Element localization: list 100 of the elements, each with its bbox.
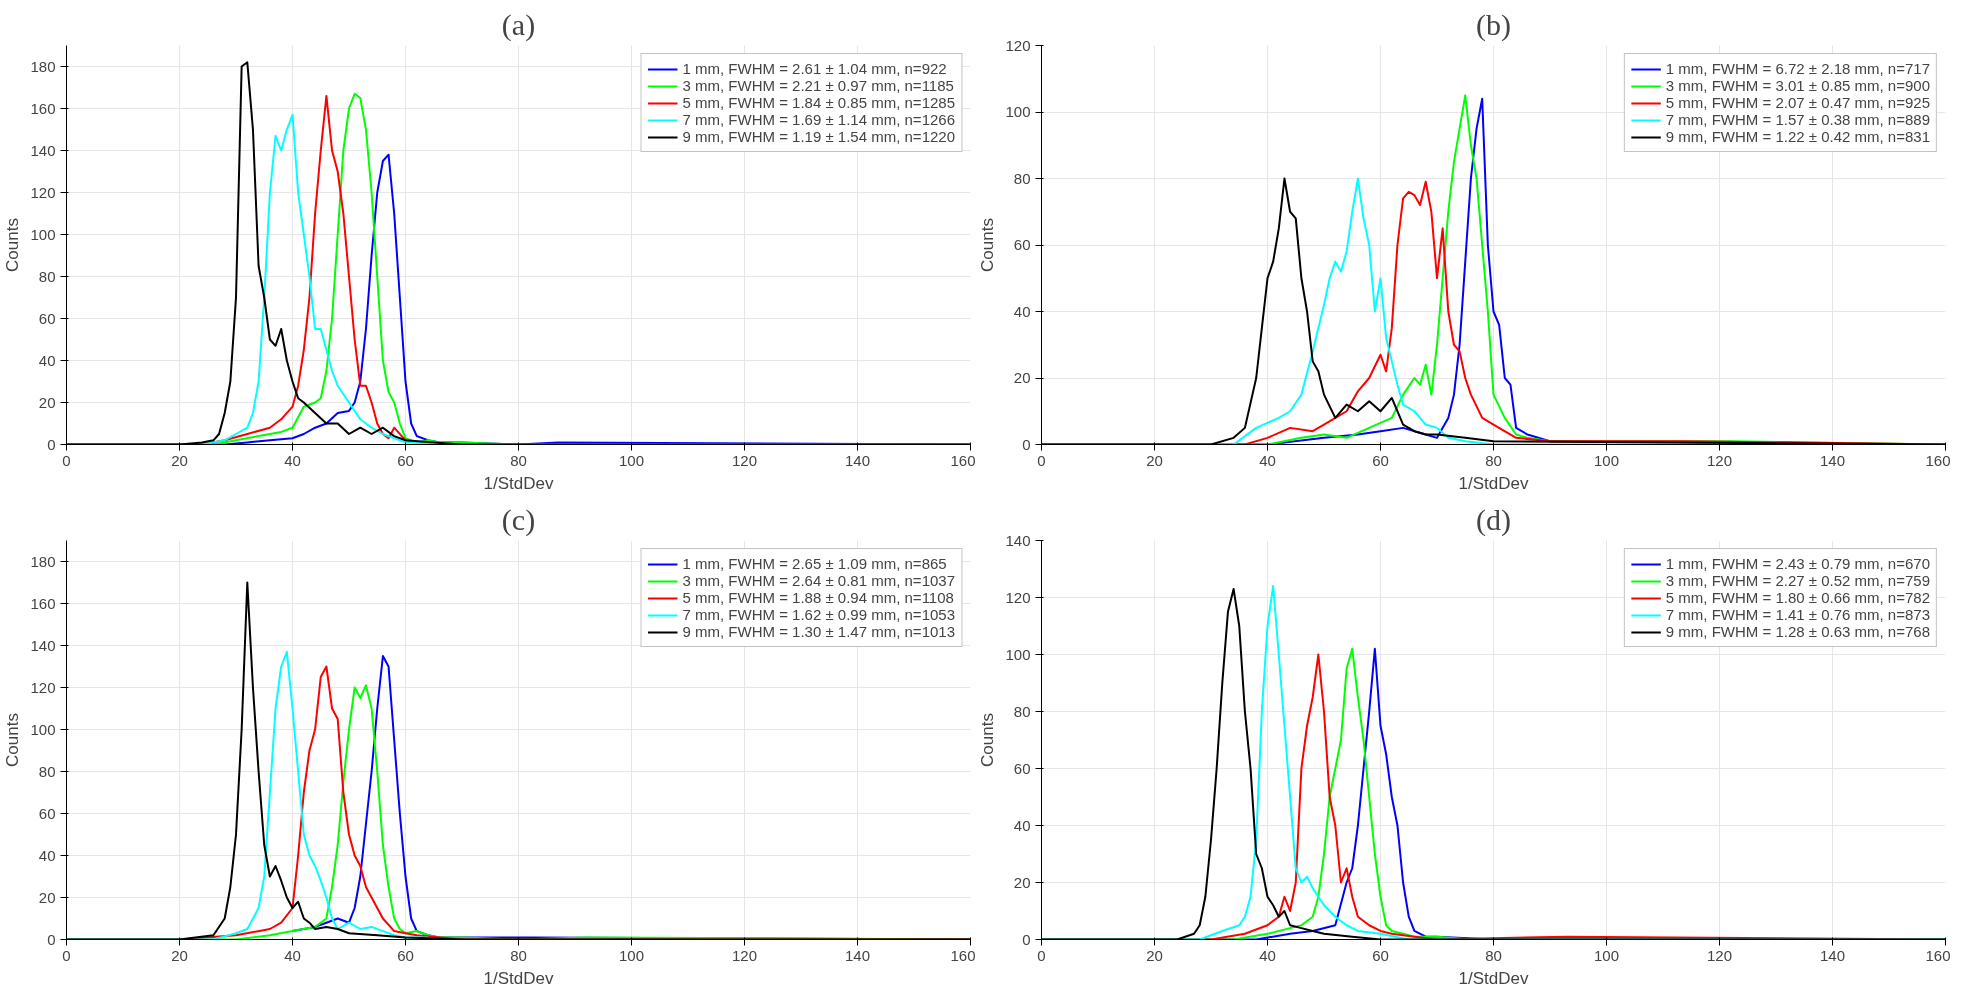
- legend-label: 9 mm, FWHM = 1.30 ± 1.47 mm, n=1013: [682, 623, 955, 640]
- legend-label: 7 mm, FWHM = 1.69 ± 1.14 mm, n=1266: [682, 111, 955, 128]
- y-axis-title: Counts: [3, 713, 23, 767]
- y-tick-label: 80: [38, 267, 56, 285]
- y-tick-label: 80: [1013, 702, 1031, 720]
- x-tick-label: 100: [1593, 451, 1620, 469]
- x-tick-label: 80: [510, 946, 527, 964]
- chart-title: (c): [501, 502, 536, 537]
- chart-title: (d): [1476, 502, 1511, 537]
- x-tick-label: 60: [397, 451, 414, 469]
- y-tick-label: 100: [30, 720, 56, 738]
- x-tick-label: 40: [284, 451, 301, 469]
- x-tick-label: 0: [62, 946, 71, 964]
- x-tick-label: 100: [1593, 946, 1620, 964]
- legend-label: 5 mm, FWHM = 1.88 ± 0.94 mm, n=1108: [682, 589, 954, 606]
- y-tick-label: 180: [30, 57, 56, 75]
- y-tick-label: 120: [30, 183, 56, 201]
- legend-label: 7 mm, FWHM = 1.57 ± 0.38 mm, n=889: [1665, 111, 1930, 128]
- legend-label: 1 mm, FWHM = 2.65 ± 1.09 mm, n=865: [682, 555, 947, 572]
- legend-label: 3 mm, FWHM = 2.21 ± 0.97 mm, n=1185: [682, 77, 954, 94]
- x-tick-label: 100: [618, 946, 645, 964]
- legend-label: 7 mm, FWHM = 1.41 ± 0.76 mm, n=873: [1665, 606, 1930, 623]
- y-tick-label: 0: [1022, 930, 1031, 948]
- y-tick-label: 0: [47, 930, 56, 948]
- y-tick-label: 0: [47, 435, 56, 453]
- y-tick-label: 20: [38, 393, 56, 411]
- y-tick-label: 180: [30, 552, 56, 570]
- y-tick-label: 0: [1022, 435, 1031, 453]
- y-tick-label: 160: [30, 99, 56, 117]
- x-tick-label: 160: [1925, 946, 1951, 964]
- y-tick-label: 40: [1013, 302, 1031, 320]
- x-axis-title: 1/StdDev: [483, 473, 554, 493]
- y-tick-label: 60: [1013, 759, 1031, 777]
- legend-label: 5 mm, FWHM = 1.80 ± 0.66 mm, n=782: [1665, 589, 1930, 606]
- x-axis-title: 1/StdDev: [1458, 473, 1529, 493]
- x-tick-label: 20: [171, 946, 188, 964]
- legend-label: 9 mm, FWHM = 1.28 ± 0.63 mm, n=768: [1665, 623, 1930, 640]
- y-tick-label: 40: [38, 351, 56, 369]
- x-tick-label: 140: [1819, 451, 1846, 469]
- x-tick-label: 160: [1925, 451, 1951, 469]
- y-tick-label: 140: [30, 636, 56, 654]
- x-tick-label: 160: [950, 451, 976, 469]
- y-tick-label: 120: [30, 678, 56, 696]
- x-tick-label: 80: [1485, 451, 1502, 469]
- x-tick-label: 120: [1706, 946, 1733, 964]
- y-axis-title: Counts: [978, 218, 998, 272]
- x-tick-label: 0: [62, 451, 71, 469]
- legend-label: 1 mm, FWHM = 6.72 ± 2.18 mm, n=717: [1665, 60, 1930, 77]
- y-axis-title: Counts: [978, 713, 998, 767]
- y-tick-label: 60: [1013, 236, 1031, 253]
- x-tick-label: 40: [1259, 946, 1276, 964]
- y-tick-label: 40: [1013, 816, 1031, 834]
- y-tick-label: 20: [1013, 873, 1031, 891]
- x-tick-label: 140: [844, 946, 871, 964]
- legend-label: 9 mm, FWHM = 1.19 ± 1.54 mm, n=1220: [682, 128, 955, 145]
- x-tick-label: 20: [1146, 946, 1163, 964]
- x-tick-label: 60: [397, 946, 414, 964]
- legend-label: 5 mm, FWHM = 1.84 ± 0.85 mm, n=1285: [682, 94, 955, 111]
- y-tick-label: 60: [38, 309, 56, 327]
- y-tick-label: 100: [30, 225, 56, 243]
- y-axis-title: Counts: [3, 218, 23, 272]
- y-tick-label: 80: [1013, 169, 1031, 187]
- x-tick-label: 0: [1037, 451, 1046, 469]
- x-tick-label: 120: [731, 451, 758, 469]
- legend-label: 1 mm, FWHM = 2.43 ± 0.79 mm, n=670: [1665, 555, 1930, 572]
- y-tick-label: 20: [38, 888, 56, 906]
- x-tick-label: 140: [844, 451, 871, 469]
- y-tick-label: 60: [38, 804, 56, 822]
- x-tick-label: 40: [1259, 451, 1276, 469]
- y-tick-label: 140: [1005, 531, 1031, 549]
- y-tick-label: 80: [38, 762, 56, 780]
- y-tick-label: 100: [1005, 645, 1031, 663]
- y-tick-label: 40: [38, 846, 56, 864]
- legend-label: 3 mm, FWHM = 2.64 ± 0.81 mm, n=1037: [682, 572, 955, 589]
- y-tick-label: 20: [1013, 369, 1031, 386]
- x-tick-label: 0: [1037, 946, 1046, 964]
- x-tick-label: 20: [1146, 451, 1163, 469]
- legend-label: 3 mm, FWHM = 2.27 ± 0.52 mm, n=759: [1665, 572, 1930, 589]
- legend-label: 7 mm, FWHM = 1.62 ± 0.99 mm, n=1053: [682, 606, 955, 623]
- x-tick-label: 40: [284, 946, 301, 964]
- y-tick-label: 100: [1005, 103, 1031, 120]
- legend-label: 1 mm, FWHM = 2.61 ± 1.04 mm, n=922: [682, 60, 947, 77]
- x-tick-label: 120: [1706, 451, 1733, 469]
- x-tick-label: 160: [950, 946, 976, 964]
- x-tick-label: 80: [1485, 946, 1502, 964]
- legend-label: 3 mm, FWHM = 3.01 ± 0.85 mm, n=900: [1665, 77, 1930, 94]
- y-tick-label: 140: [30, 141, 56, 159]
- x-tick-label: 120: [731, 946, 758, 964]
- chart-title: (b): [1476, 7, 1511, 42]
- x-tick-label: 60: [1372, 451, 1389, 469]
- x-tick-label: 140: [1819, 946, 1846, 964]
- chart-title: (a): [501, 7, 536, 42]
- y-tick-label: 120: [1005, 36, 1031, 54]
- y-tick-label: 120: [1005, 588, 1031, 606]
- x-tick-label: 20: [171, 451, 188, 469]
- x-tick-label: 100: [618, 451, 645, 469]
- x-axis-title: 1/StdDev: [1458, 968, 1529, 988]
- x-tick-label: 60: [1372, 946, 1389, 964]
- x-axis-title: 1/StdDev: [483, 968, 554, 988]
- y-tick-label: 160: [30, 594, 56, 612]
